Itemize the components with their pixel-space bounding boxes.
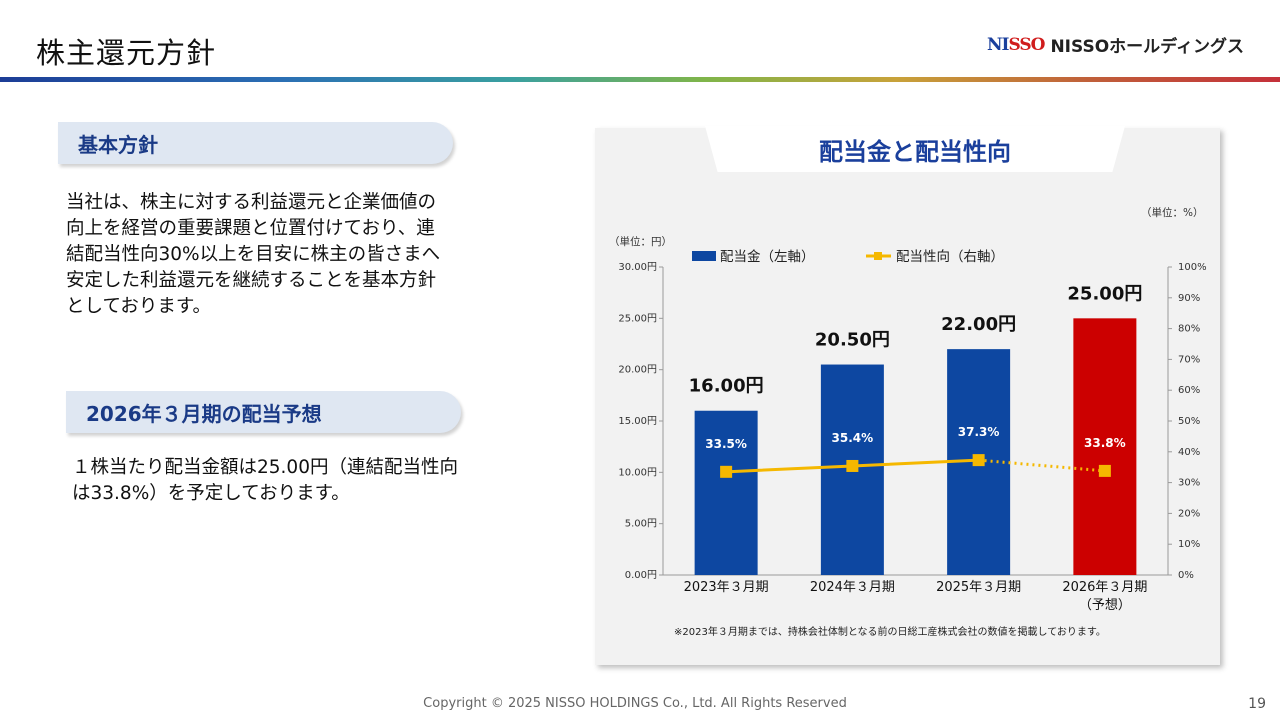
left-tick-label: 10.00円 — [618, 467, 657, 478]
payout-marker — [720, 465, 733, 478]
right-tick-label: 90% — [1178, 293, 1200, 304]
dividend-bar — [694, 410, 758, 575]
dividend-value-label: 20.50円 — [815, 330, 890, 351]
right-tick-label: 70% — [1178, 354, 1200, 365]
text-line: 向上を経営の重要課題と位置付けており、連 — [66, 218, 435, 239]
legend-label-dividend: 配当金（左軸） — [720, 249, 815, 265]
dividend-value-label: 25.00円 — [1067, 283, 1142, 304]
chart-footnote: ※2023年３月期までは、持株会社体制となる前の日総工産株式会社の数値を掲載して… — [674, 625, 1106, 638]
left-tick-label: 0.00円 — [625, 570, 657, 581]
right-unit-label: （単位：%） — [1141, 206, 1203, 219]
header-divider — [0, 77, 1280, 82]
text-line: は33.8%）を予定しております。 — [72, 483, 350, 504]
right-tick-label: 30% — [1178, 478, 1200, 489]
left-unit-label: （単位：円） — [609, 235, 672, 248]
nisso-logo-mark-icon: NISSO — [986, 34, 1046, 55]
section-heading-dividend-forecast: 2026年３月期の配当予想 — [66, 391, 461, 433]
left-tick-label: 15.00円 — [618, 416, 657, 427]
category-label: 2023年３月期 — [684, 580, 769, 595]
copyright: Copyright © 2025 NISSO HOLDINGS Co., Ltd… — [423, 696, 847, 711]
payout-marker — [846, 459, 859, 472]
legend-swatch-dividend — [692, 251, 716, 261]
right-tick-label: 80% — [1178, 324, 1200, 335]
dividend-value-label: 22.00円 — [941, 314, 1016, 335]
legend-marker-payout — [874, 252, 882, 260]
right-tick-label: 100% — [1178, 262, 1207, 273]
right-tick-label: 60% — [1178, 385, 1200, 396]
chart-panel: 配当金と配当性向 0.00円 5.00円 10.00円 15.00円 20.00円 25.… — [595, 126, 1220, 665]
dividend-bar — [1073, 318, 1137, 575]
text-line: １株当たり配当金額は25.00円（連結配当性向 — [72, 457, 458, 478]
category-label: 2025年３月期 — [936, 580, 1021, 595]
payout-marker — [1098, 464, 1111, 477]
left-tick-label: 30.00円 — [618, 262, 657, 273]
right-tick-label: 0% — [1178, 570, 1194, 581]
category-label: 2024年３月期 — [810, 580, 895, 595]
logo-text: NISSOホールディングス — [1050, 37, 1244, 57]
payout-value-label: 35.4% — [832, 431, 874, 445]
text-line: 安定した利益還元を継続することを基本方針 — [66, 270, 437, 291]
company-logo: NISSO NISSOホールディングス — [986, 32, 1244, 58]
right-tick-label: 50% — [1178, 416, 1200, 427]
left-tick-label: 25.00円 — [618, 313, 657, 324]
text-line: としております。 — [66, 296, 212, 317]
left-tick-label: 5.00円 — [625, 519, 657, 530]
text-line: 当社は、株主に対する利益還元と企業価値の — [66, 192, 437, 213]
section-heading-basic-policy: 基本方針 — [58, 122, 453, 164]
left-tick-label: 20.00円 — [618, 365, 657, 376]
payout-value-label: 33.8% — [1084, 436, 1126, 450]
right-tick-label: 20% — [1178, 508, 1200, 519]
payout-value-label: 33.5% — [705, 437, 747, 451]
category-sublabel: （予想） — [1079, 597, 1131, 613]
payout-value-label: 37.3% — [958, 425, 1000, 439]
slide-title: 株主還元方針 — [36, 36, 217, 70]
dividend-chart: 0.00円 5.00円 10.00円 15.00円 20.00円 25.00円 30.00円… — [609, 206, 1207, 638]
text-line: 結配当性向30%以上を目安に株主の皆さまへ — [66, 244, 441, 265]
dividend-value-label: 16.00円 — [689, 376, 764, 397]
legend-label-payout: 配当性向（右軸） — [896, 249, 1004, 265]
dividend-forecast-text: １株当たり配当金額は25.00円（連結配当性向 は33.8%）を予定しております… — [72, 455, 532, 507]
category-label: 2026年３月期 — [1062, 580, 1147, 595]
right-tick-label: 10% — [1178, 539, 1200, 550]
payout-marker — [972, 454, 985, 467]
page-number: 19 — [1248, 696, 1266, 712]
right-tick-label: 40% — [1178, 447, 1200, 458]
chart-title: 配当金と配当性向 — [705, 126, 1125, 172]
basic-policy-text: 当社は、株主に対する利益還元と企業価値の 向上を経営の重要課題と位置付けており、… — [66, 190, 506, 320]
